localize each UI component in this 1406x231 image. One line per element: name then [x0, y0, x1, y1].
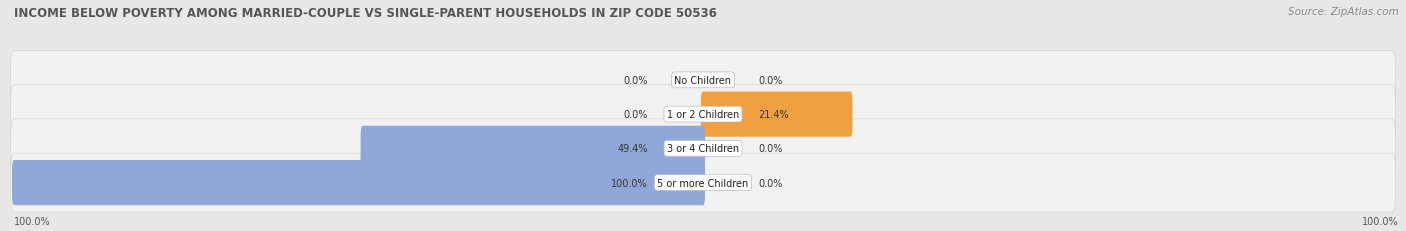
- Text: No Children: No Children: [675, 76, 731, 85]
- FancyBboxPatch shape: [702, 92, 852, 137]
- Text: 0.0%: 0.0%: [623, 110, 648, 120]
- Text: 21.4%: 21.4%: [758, 110, 789, 120]
- Text: 49.4%: 49.4%: [617, 144, 648, 154]
- FancyBboxPatch shape: [11, 119, 1395, 178]
- FancyBboxPatch shape: [360, 126, 704, 171]
- Text: 0.0%: 0.0%: [758, 178, 783, 188]
- Text: INCOME BELOW POVERTY AMONG MARRIED-COUPLE VS SINGLE-PARENT HOUSEHOLDS IN ZIP COD: INCOME BELOW POVERTY AMONG MARRIED-COUPL…: [14, 7, 717, 20]
- Text: 5 or more Children: 5 or more Children: [658, 178, 748, 188]
- Text: Source: ZipAtlas.com: Source: ZipAtlas.com: [1288, 7, 1399, 17]
- FancyBboxPatch shape: [13, 160, 704, 205]
- FancyBboxPatch shape: [11, 51, 1395, 110]
- Text: 3 or 4 Children: 3 or 4 Children: [666, 144, 740, 154]
- Text: 0.0%: 0.0%: [758, 144, 783, 154]
- FancyBboxPatch shape: [11, 153, 1395, 212]
- Text: 100.0%: 100.0%: [1362, 216, 1399, 226]
- Text: 0.0%: 0.0%: [623, 76, 648, 85]
- Text: 100.0%: 100.0%: [14, 216, 51, 226]
- FancyBboxPatch shape: [11, 85, 1395, 144]
- Text: 0.0%: 0.0%: [758, 76, 783, 85]
- Text: 100.0%: 100.0%: [612, 178, 648, 188]
- Text: 1 or 2 Children: 1 or 2 Children: [666, 110, 740, 120]
